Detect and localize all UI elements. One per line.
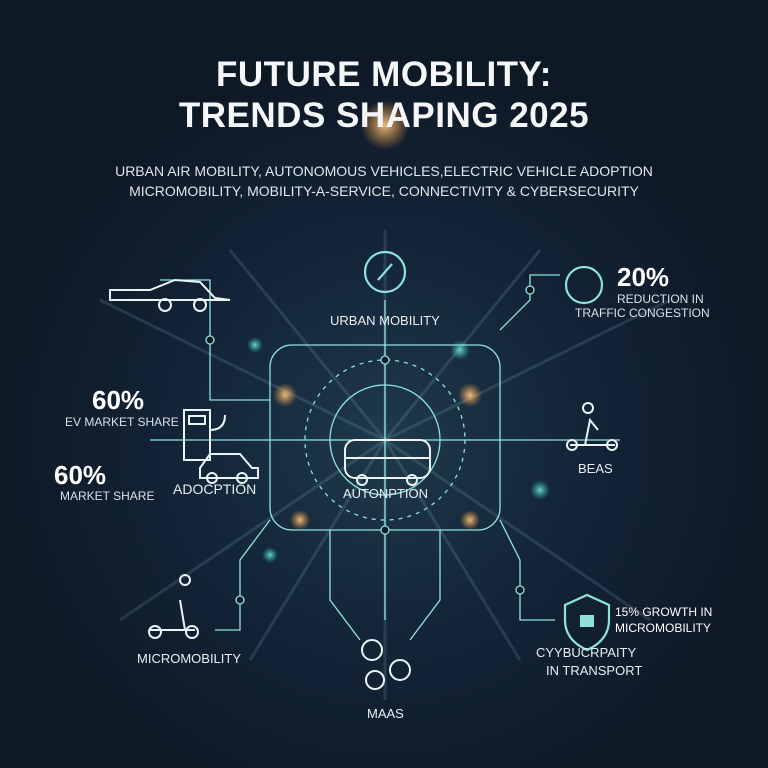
stat-ev2-value: 60% [54, 460, 107, 490]
stat-traffic-line-1: REDUCTION IN [617, 292, 704, 306]
node-micromobility: MICROMOBILITY [137, 651, 242, 666]
stat-ev2-label: MARKET SHARE [60, 489, 155, 503]
stat-traffic-value: 20% [617, 262, 670, 292]
node-maas: MAAS [367, 706, 404, 721]
subtitle-line-1: URBAN AIR MOBILITY, AUTONOMOUS VEHICLES,… [115, 163, 653, 179]
stat-traffic-line-2: TRAFFIC CONGESTION [575, 306, 710, 320]
node-cyber-line-2: IN TRANSPORT [546, 663, 643, 678]
node-urban-mobility: URBAN MOBILITY [330, 313, 440, 328]
traffic-icon [564, 265, 604, 305]
title-glow [360, 100, 410, 150]
shield-lock-icon [563, 593, 611, 652]
subtitle-line-2: MICROMOBILITY, MOBILITY-A-SERVICE, CONNE… [129, 183, 639, 199]
title-line-2: TRENDS SHAPING 2025 [178, 96, 590, 135]
stat-micro-line-1: 15% GROWTH IN [615, 605, 713, 619]
stat-micro-line-2: MICROMOBILITY [615, 621, 712, 635]
scooter-icon-left [148, 574, 199, 639]
scooter-icon-right [566, 402, 618, 451]
stat-ev1-label: EV MARKET SHARE [65, 415, 179, 429]
car-icon [199, 453, 259, 484]
ev-charger-icon [183, 409, 226, 461]
node-beas: BEAS [578, 461, 613, 476]
stat-ev1-value: 60% [92, 385, 145, 415]
icons [109, 278, 618, 690]
flying-car-icon [109, 278, 231, 312]
node-adoption: ADOCPTION [173, 481, 257, 497]
plug-icon [377, 263, 393, 281]
node-cyber-line-1: CYYBUCRPAITY [536, 645, 637, 660]
urban-mobility-icon [363, 250, 407, 294]
title-line-1: FUTURE MOBILITY: [216, 55, 552, 94]
bus-icon [344, 439, 431, 486]
gears-icon [361, 639, 411, 690]
node-center: AUTONPTION [343, 486, 428, 501]
